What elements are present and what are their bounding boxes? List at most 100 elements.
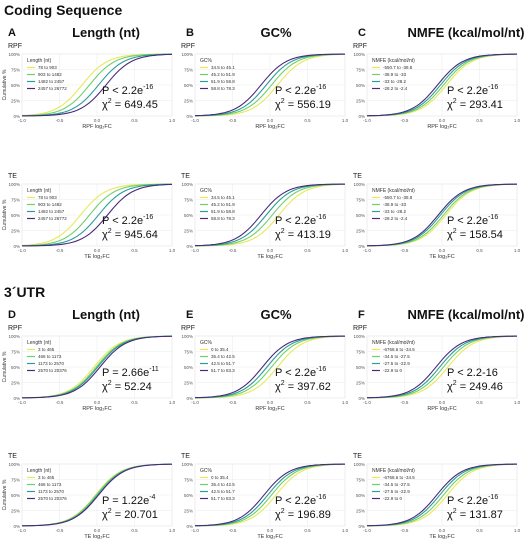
panel-4-xtick-label: 0.5 <box>304 248 311 253</box>
panel-4-ytick-label: 75% <box>184 198 193 203</box>
panel-11-p-value: P < 2.2e-16 <box>447 494 498 507</box>
panel-6-chi-squared: χ2 = 52.24 <box>102 380 152 393</box>
panel-11-xtick-label: 1.0 <box>514 528 521 533</box>
panel-10-p-value-exponent: -16 <box>316 494 326 501</box>
panel-4-chi-value: = 413.19 <box>285 229 331 241</box>
panel-1-xtick-label: 0.0 <box>267 118 274 123</box>
panel-11-legend-entry: -27.5 to -22.9 <box>383 489 410 494</box>
panel-10-ytick-label: 100% <box>181 462 193 467</box>
panel-7-row-label: RPF <box>181 325 195 332</box>
panel-0-legend-entry: 1482 to 2457 <box>38 79 65 84</box>
panel-4-chi-exponent: 2 <box>281 228 285 235</box>
panel-3-series-line <box>22 183 172 247</box>
panel-3-p-value-base: P < 2.2e <box>102 215 143 227</box>
panel-8-xtick-label: 1.0 <box>514 400 521 405</box>
panel-10-chi-squared: χ2 = 196.89 <box>275 508 331 521</box>
panel-letter-f: F <box>358 309 365 321</box>
panel-4-legend-title: GC% <box>200 188 213 194</box>
panel-4-xtick-label: -1.0 <box>191 248 199 253</box>
column-title-gc: GC% <box>260 25 292 40</box>
panel-5-xtick-label: -1.0 <box>363 248 371 253</box>
panel-8-legend-entry: -27.5 to -22.9 <box>383 361 410 366</box>
panel-0-legend-entry: 903 to 1482 <box>38 72 62 77</box>
panel-6-xtick-label: -1.0 <box>18 400 26 405</box>
panel-11-series-line <box>367 463 517 527</box>
panel-5-ytick-label: 100% <box>353 182 365 187</box>
panel-0-xtick-label: -1.0 <box>18 118 26 123</box>
panel-11-legend-entry: -34.5 to -27.5 <box>383 482 410 487</box>
panel-6-ytick-label: 25% <box>11 381 20 386</box>
panel-6-legend-entry: 1173 to 2570 <box>38 361 64 366</box>
panel-11-ytick-label: 25% <box>356 509 365 514</box>
panel-5-legend-entry: -33 to -28.2 <box>383 209 407 214</box>
panel-3-ytick-label: 0% <box>13 244 20 249</box>
panel-5-ytick-label: 75% <box>356 198 365 203</box>
panel-3-legend-entry: 78 to 903 <box>38 195 57 200</box>
panel-11-chi-symbol: χ <box>447 509 453 521</box>
panel-9-legend-entry: 466 to 1173 <box>38 482 62 487</box>
panel-4-legend-entry: 58.8 to 78.3 <box>211 216 235 221</box>
panel-8-xtick-label: 0.5 <box>476 400 483 405</box>
panel-4-p-value-exponent: -16 <box>316 214 326 221</box>
panel-6-xtick-label: -0.5 <box>56 400 64 405</box>
panel-1-legend-entry: 51.9 to 58.8 <box>211 79 235 84</box>
panel-1-legend-entry: 58.8 to 78.3 <box>211 86 235 91</box>
panel-10-legend-entry: 51.7 to 83.3 <box>211 496 235 501</box>
panel-0-xtick-label: 1.0 <box>169 118 176 123</box>
panel-7-series-line <box>194 335 345 399</box>
panel-5-p-value: P < 2.2e-16 <box>447 214 498 227</box>
panel-1-p-value-exponent: -16 <box>316 84 326 91</box>
panel-7-legend-entry: 42.5 to 51.7 <box>211 361 235 366</box>
panel-3-p-value: P < 2.2e-16 <box>102 214 153 227</box>
panel-7-ytick-label: 25% <box>184 381 193 386</box>
panel-10-p-value: P < 2.2e-16 <box>275 494 326 507</box>
panel-7-xtick-label: 0.5 <box>304 400 311 405</box>
panel-11-legend-entry: -22.9 to 0 <box>383 496 403 501</box>
panel-7-xtick-label: -1.0 <box>191 400 199 405</box>
panel-2-p-value-exponent: -16 <box>488 84 498 91</box>
panel-3-p-value-exponent: -16 <box>143 214 153 221</box>
panel-1-ytick-label: 25% <box>184 99 193 104</box>
panel-2-chi-symbol: χ <box>447 99 453 111</box>
panel-9-legend-entry: 1173 to 2570 <box>38 489 64 494</box>
panel-0-chi-squared: χ2 = 649.45 <box>102 98 158 111</box>
panel-1-x-axis-label: RPF log₂FC <box>255 124 284 130</box>
column-title-gc-utr: GC% <box>260 307 292 322</box>
panel-3-ytick-label: 25% <box>11 229 20 234</box>
panel-2-p-value: P < 2.2e-16 <box>447 84 498 97</box>
panel-0-xtick-label: 0.5 <box>131 118 138 123</box>
panel-1-series-line <box>194 53 345 117</box>
panel-1-legend-entry: 45.2 to 51.9 <box>211 72 235 77</box>
panel-3-chi-symbol: χ <box>102 229 108 241</box>
panel-10-legend-entry: 42.5 to 51.7 <box>211 489 235 494</box>
panel-4-ytick-label: 25% <box>184 229 193 234</box>
panel-9-y-axis-label: Cumulative % <box>2 479 8 510</box>
panel-2-legend-entry: -38.9 to -33 <box>383 72 407 77</box>
panel-0-chi-exponent: 2 <box>108 98 112 105</box>
panel-2-ytick-label: 100% <box>353 52 365 57</box>
panel-11-chi-value: = 131.87 <box>457 509 503 521</box>
panel-3-chi-exponent: 2 <box>108 228 112 235</box>
panel-6-xtick-label: 1.0 <box>169 400 176 405</box>
panel-3-legend-entry: 1482 to 2457 <box>38 209 65 214</box>
panel-5-x-axis-label: TE log₂FC <box>429 254 454 260</box>
panel-9-xtick-label: 0.5 <box>131 528 138 533</box>
panel-8-chi-squared: χ2 = 249.46 <box>447 380 503 393</box>
panel-4-chi-symbol: χ <box>275 229 281 241</box>
panel-5-legend-entry: -28.2 to -2.4 <box>383 216 408 221</box>
panel-9-chi-value: = 20.701 <box>112 509 158 521</box>
panel-2-ytick-label: 25% <box>356 99 365 104</box>
panel-7-p-value-exponent: -16 <box>316 366 326 373</box>
panel-1-row-label: RPF <box>181 43 195 50</box>
panel-8-xtick-label: -0.5 <box>401 400 409 405</box>
panel-1-chi-symbol: χ <box>275 99 281 111</box>
panel-1-xtick-label: -1.0 <box>191 118 199 123</box>
panel-5-series-line <box>366 183 518 247</box>
panel-7-ytick-label: 100% <box>181 334 193 339</box>
panel-11-xtick-label: -0.5 <box>401 528 409 533</box>
panel-8-legend-entry: -6768.6 to -34.5 <box>383 347 415 352</box>
panel-11-xtick-label: 0.0 <box>439 528 446 533</box>
panel-2-p-value-base: P < 2.2e <box>447 85 488 97</box>
panel-5-ytick-label: 25% <box>356 229 365 234</box>
